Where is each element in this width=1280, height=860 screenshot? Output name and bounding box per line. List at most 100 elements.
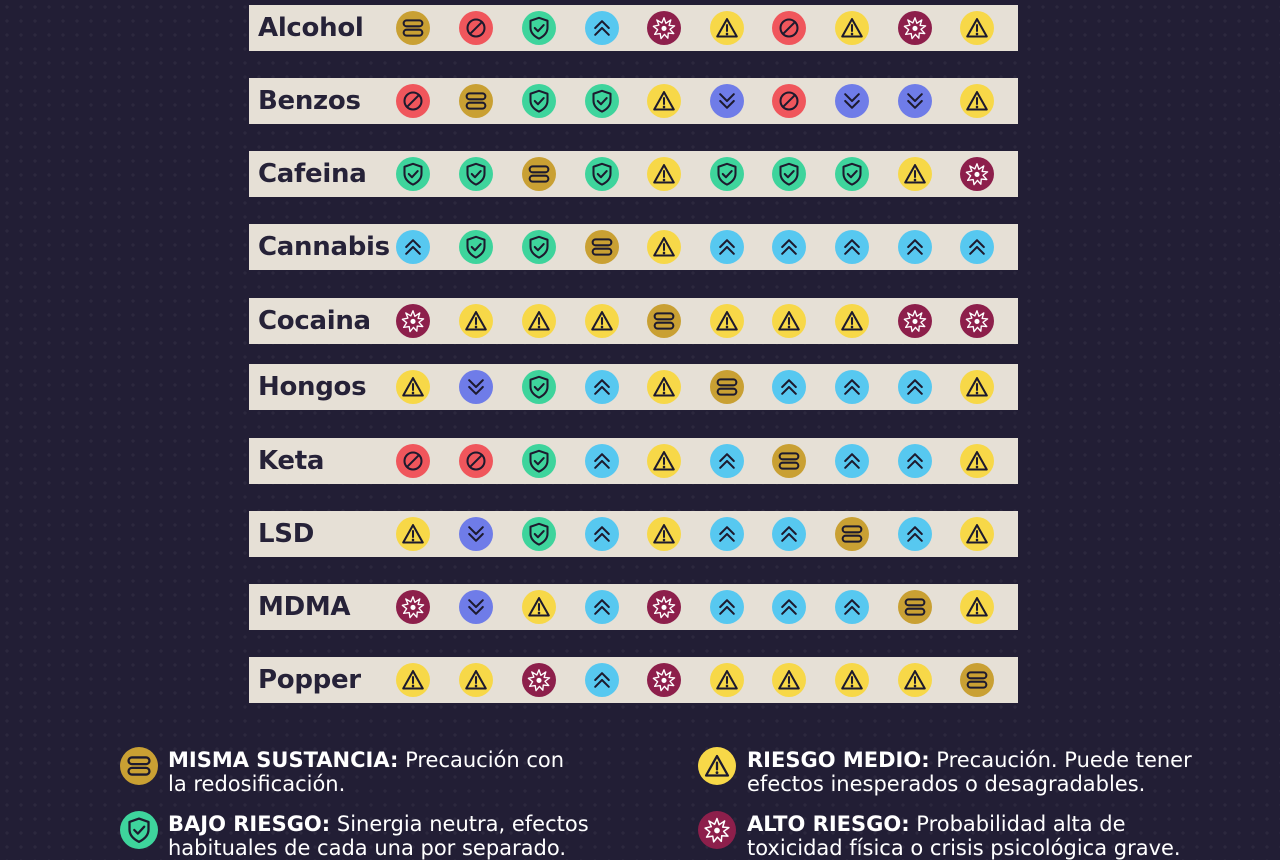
prohibited-icon (396, 444, 430, 478)
explosion-icon (396, 304, 430, 338)
double-chevron-up-icon (585, 11, 619, 45)
shield-check-icon (772, 157, 806, 191)
row-label: Popper (258, 665, 361, 695)
warning-triangle-icon (459, 663, 493, 697)
warning-triangle-icon (647, 444, 681, 478)
legend-line2: efectos inesperados o desagradables. (747, 772, 1146, 796)
legend-text: RIESGO MEDIO: Precaución. Puede tener efe… (747, 748, 1192, 796)
warning-triangle-icon (647, 84, 681, 118)
equal-bars-icon (585, 230, 619, 264)
equal-bars-icon (960, 663, 994, 697)
legend-line1: Sinergia neutra, efectos (330, 812, 589, 836)
warning-triangle-icon (772, 663, 806, 697)
warning-triangle-icon (522, 590, 556, 624)
row-cafeina: Cafeina (249, 151, 1018, 197)
row-label: Benzos (258, 86, 361, 116)
legend-line2: habituales de cada una por separado. (168, 836, 567, 860)
legend-title: RIESGO MEDIO: (747, 748, 930, 772)
row-label: MDMA (258, 592, 351, 622)
double-chevron-up-icon (772, 230, 806, 264)
explosion-icon (898, 304, 932, 338)
shield-check-icon (522, 370, 556, 404)
prohibited-icon (459, 444, 493, 478)
legend-title: MISMA SUSTANCIA: (168, 748, 399, 772)
prohibited-icon (459, 11, 493, 45)
shield-check-icon (522, 444, 556, 478)
row-label: Cafeina (258, 159, 367, 189)
equal-bars-icon (522, 157, 556, 191)
equal-bars-icon (396, 11, 430, 45)
equal-bars-icon (772, 444, 806, 478)
double-chevron-down-icon (710, 84, 744, 118)
double-chevron-up-icon (898, 370, 932, 404)
warning-triangle-icon (396, 663, 430, 697)
double-chevron-up-icon (710, 517, 744, 551)
double-chevron-up-icon (960, 230, 994, 264)
row-label: Keta (258, 446, 325, 476)
warning-triangle-icon (647, 230, 681, 264)
double-chevron-up-icon (898, 230, 932, 264)
explosion-icon (647, 590, 681, 624)
equal-bars-icon (647, 304, 681, 338)
legend-title: BAJO RIESGO: (168, 812, 331, 836)
warning-triangle-icon (898, 663, 932, 697)
double-chevron-up-icon (585, 370, 619, 404)
row-label: Cocaina (258, 306, 371, 336)
double-chevron-up-icon (835, 444, 869, 478)
double-chevron-up-icon (585, 517, 619, 551)
row-label: Cannabis (258, 232, 390, 262)
explosion-icon (522, 663, 556, 697)
double-chevron-up-icon (710, 444, 744, 478)
warning-triangle-icon (647, 370, 681, 404)
double-chevron-up-icon (585, 444, 619, 478)
row-lsd: LSD (249, 511, 1018, 557)
double-chevron-up-icon (835, 370, 869, 404)
legend-line2: la redosificación. (168, 772, 346, 796)
double-chevron-up-icon (898, 517, 932, 551)
warning-triangle-icon (960, 590, 994, 624)
warning-triangle-icon (960, 370, 994, 404)
shield-check-icon (459, 230, 493, 264)
double-chevron-down-icon (898, 84, 932, 118)
legend-text: MISMA SUSTANCIA: Precaución con la redosi… (168, 748, 564, 796)
warning-triangle-icon (835, 304, 869, 338)
legend-line2: toxicidad física o crisis psicológica gr… (747, 836, 1181, 860)
prohibited-icon (396, 84, 430, 118)
explosion-icon (960, 304, 994, 338)
prohibited-icon (772, 11, 806, 45)
row-cocaina: Cocaina (249, 298, 1018, 344)
warning-triangle-icon (698, 747, 736, 785)
row-alcohol: Alcohol (249, 5, 1018, 51)
shield-check-icon (585, 157, 619, 191)
row-hongos: Hongos (249, 364, 1018, 410)
double-chevron-up-icon (585, 663, 619, 697)
double-chevron-up-icon (835, 590, 869, 624)
warning-triangle-icon (960, 444, 994, 478)
warning-triangle-icon (585, 304, 619, 338)
legend-line1: Precaución con (398, 748, 565, 772)
shield-check-icon (522, 11, 556, 45)
prohibited-icon (772, 84, 806, 118)
shield-check-icon (835, 157, 869, 191)
double-chevron-up-icon (772, 590, 806, 624)
explosion-icon (898, 11, 932, 45)
double-chevron-up-icon (396, 230, 430, 264)
warning-triangle-icon (960, 84, 994, 118)
shield-check-icon (710, 157, 744, 191)
row-benzos: Benzos (249, 78, 1018, 124)
warning-triangle-icon (835, 11, 869, 45)
legend-line1: Precaución. Puede tener (929, 748, 1192, 772)
legend-title: ALTO RIESGO: (747, 812, 910, 836)
warning-triangle-icon (835, 663, 869, 697)
equal-bars-icon (459, 84, 493, 118)
warning-triangle-icon (396, 517, 430, 551)
shield-check-icon (120, 811, 158, 849)
warning-triangle-icon (710, 11, 744, 45)
shield-check-icon (585, 84, 619, 118)
double-chevron-down-icon (835, 84, 869, 118)
legend-line1: Probabilidad alta de (909, 812, 1126, 836)
warning-triangle-icon (898, 157, 932, 191)
equal-bars-icon (835, 517, 869, 551)
shield-check-icon (522, 517, 556, 551)
warning-triangle-icon (396, 370, 430, 404)
